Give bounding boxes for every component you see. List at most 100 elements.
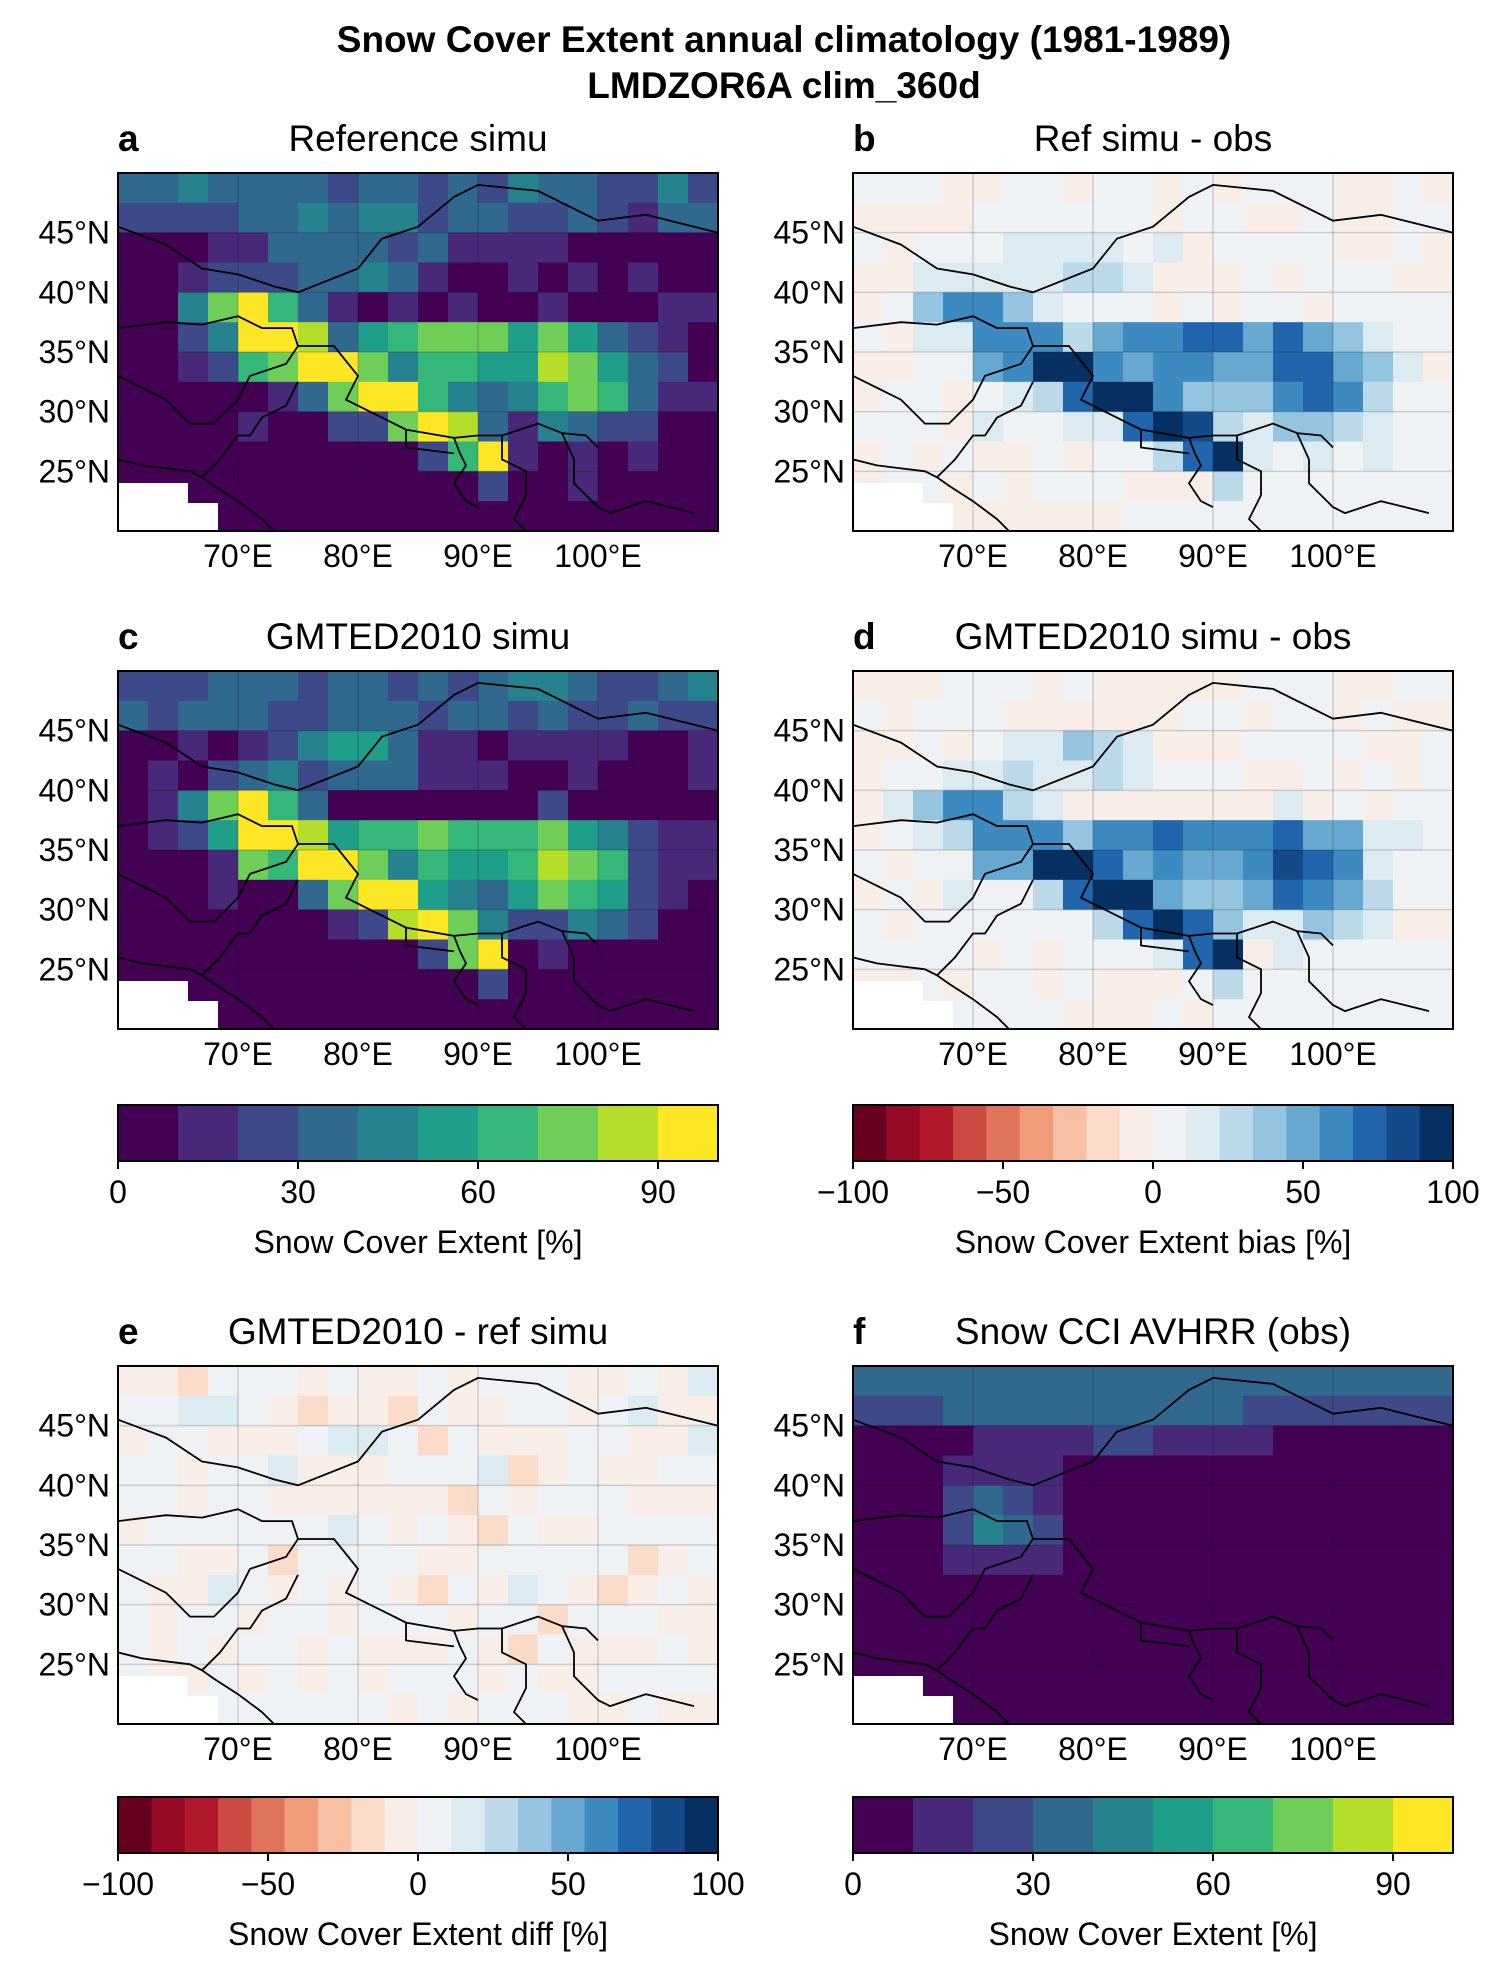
heatmap-cell bbox=[208, 790, 239, 821]
heatmap-cell bbox=[1093, 471, 1124, 502]
heatmap-cell bbox=[1423, 1425, 1453, 1457]
heatmap-cell bbox=[328, 501, 359, 531]
heatmap-cell bbox=[298, 671, 329, 702]
heatmap-cell bbox=[1393, 939, 1424, 970]
border-line bbox=[853, 1508, 1298, 1632]
heatmap-cell bbox=[1093, 381, 1124, 413]
heatmap-cell bbox=[538, 292, 569, 323]
heatmap-cell bbox=[598, 322, 629, 353]
heatmap-cell bbox=[1423, 471, 1453, 502]
heatmap-cell bbox=[358, 671, 389, 702]
heatmap-cell bbox=[118, 1366, 149, 1397]
colorbar-tick-label: 50 bbox=[550, 1866, 586, 1902]
heatmap-cell bbox=[148, 262, 179, 293]
heatmap-cell bbox=[1093, 1545, 1124, 1576]
heatmap-cell bbox=[448, 700, 479, 732]
heatmap-cell bbox=[688, 232, 718, 264]
heatmap-cell bbox=[118, 173, 149, 204]
x-tick-label: 80°E bbox=[323, 538, 393, 574]
heatmap-cell bbox=[1423, 1574, 1453, 1606]
heatmap-cell bbox=[973, 1694, 1004, 1724]
heatmap-cell bbox=[1033, 1634, 1064, 1665]
heatmap-cell bbox=[1243, 501, 1274, 531]
heatmap-cell bbox=[418, 999, 449, 1029]
heatmap-cell bbox=[388, 671, 419, 702]
map-panel-a: 70°E 80°E 90°E 100°E 45°N 40°N 35°N 30°N 25°N a Re… bbox=[39, 118, 719, 574]
heatmap-cells bbox=[118, 1366, 718, 1724]
heatmap-cell bbox=[1363, 1515, 1394, 1546]
heatmap-cell bbox=[358, 1604, 389, 1636]
heatmap-cell bbox=[298, 1455, 329, 1486]
heatmap-cell bbox=[1033, 671, 1064, 702]
heatmap-cell bbox=[1333, 969, 1364, 1000]
heatmap-cell bbox=[883, 1395, 914, 1427]
x-tick-label: 100°E bbox=[1289, 538, 1377, 574]
x-tick-label: 70°E bbox=[203, 538, 273, 574]
heatmap-cell bbox=[1153, 1545, 1184, 1576]
heatmap-cell bbox=[418, 381, 449, 413]
heatmap-cell bbox=[418, 909, 449, 941]
heatmap-cell bbox=[598, 969, 629, 1000]
heatmap-cell bbox=[538, 1545, 569, 1576]
heatmap-cell bbox=[688, 1604, 718, 1636]
gridlines bbox=[118, 1366, 718, 1724]
heatmap-cell bbox=[508, 1395, 539, 1427]
heatmap-cell bbox=[688, 322, 718, 353]
heatmap-cell bbox=[1303, 1694, 1334, 1724]
heatmap-cell bbox=[328, 232, 359, 264]
heatmap-cell bbox=[208, 700, 239, 732]
heatmap-cell bbox=[298, 1604, 329, 1636]
gridlines bbox=[118, 671, 718, 1029]
heatmap-cell bbox=[358, 1545, 389, 1576]
panel-title: Ref simu - obs bbox=[1034, 118, 1273, 159]
heatmap-cell bbox=[598, 939, 629, 970]
heatmap-cell bbox=[1153, 292, 1184, 323]
heatmap-cell bbox=[1363, 1574, 1394, 1606]
heatmap-cell bbox=[298, 1366, 329, 1397]
heatmap-cell bbox=[358, 1395, 389, 1427]
heatmap-cell bbox=[853, 381, 884, 413]
heatmap-cell bbox=[508, 999, 539, 1029]
heatmap-cell bbox=[853, 671, 884, 702]
heatmap-cell bbox=[853, 1485, 884, 1516]
heatmap-cell bbox=[1003, 1694, 1034, 1724]
colorbar-segment bbox=[1186, 1105, 1221, 1161]
border-line bbox=[1140, 1622, 1190, 1648]
heatmap-cell bbox=[328, 909, 359, 941]
heatmap-cell bbox=[853, 232, 884, 264]
heatmap-cell bbox=[328, 1395, 359, 1427]
heatmap-cell bbox=[1273, 1664, 1304, 1695]
heatmap-cell bbox=[148, 671, 179, 702]
heatmap-cell bbox=[598, 850, 629, 881]
heatmap-cell bbox=[298, 322, 329, 353]
heatmap-cell bbox=[1423, 1515, 1453, 1546]
heatmap-cell bbox=[1243, 232, 1274, 264]
heatmap-cell bbox=[568, 671, 599, 702]
heatmap-cell bbox=[1333, 1694, 1364, 1724]
heatmap-cell bbox=[238, 760, 269, 791]
heatmap-cell bbox=[358, 969, 389, 1000]
x-tick-label: 90°E bbox=[1178, 538, 1248, 574]
heatmap-cell bbox=[1093, 1366, 1124, 1397]
heatmap-cell bbox=[1273, 292, 1304, 323]
heatmap-cell bbox=[1063, 1395, 1094, 1427]
heatmap-cell bbox=[1243, 1395, 1274, 1427]
heatmap-cell bbox=[658, 292, 689, 323]
heatmap-cell bbox=[598, 1604, 629, 1636]
heatmap-cell bbox=[1273, 879, 1304, 911]
heatmap-cell bbox=[628, 1425, 659, 1457]
heatmap-cell bbox=[1093, 850, 1124, 881]
heatmap-cell bbox=[208, 969, 239, 1000]
heatmap-cell bbox=[238, 999, 269, 1029]
heatmap-cell bbox=[1063, 1515, 1094, 1546]
heatmap-cell bbox=[1093, 1515, 1124, 1546]
heatmap-cell bbox=[568, 999, 599, 1029]
heatmap-cell bbox=[238, 471, 269, 502]
colorbar-segment bbox=[1393, 1797, 1454, 1853]
heatmap-cell bbox=[1003, 501, 1034, 531]
heatmap-cell bbox=[388, 1664, 419, 1695]
heatmap-cell bbox=[478, 790, 509, 821]
heatmap-cell bbox=[1123, 381, 1154, 413]
heatmap-cell bbox=[1303, 879, 1334, 911]
heatmap-cell bbox=[598, 1694, 629, 1724]
